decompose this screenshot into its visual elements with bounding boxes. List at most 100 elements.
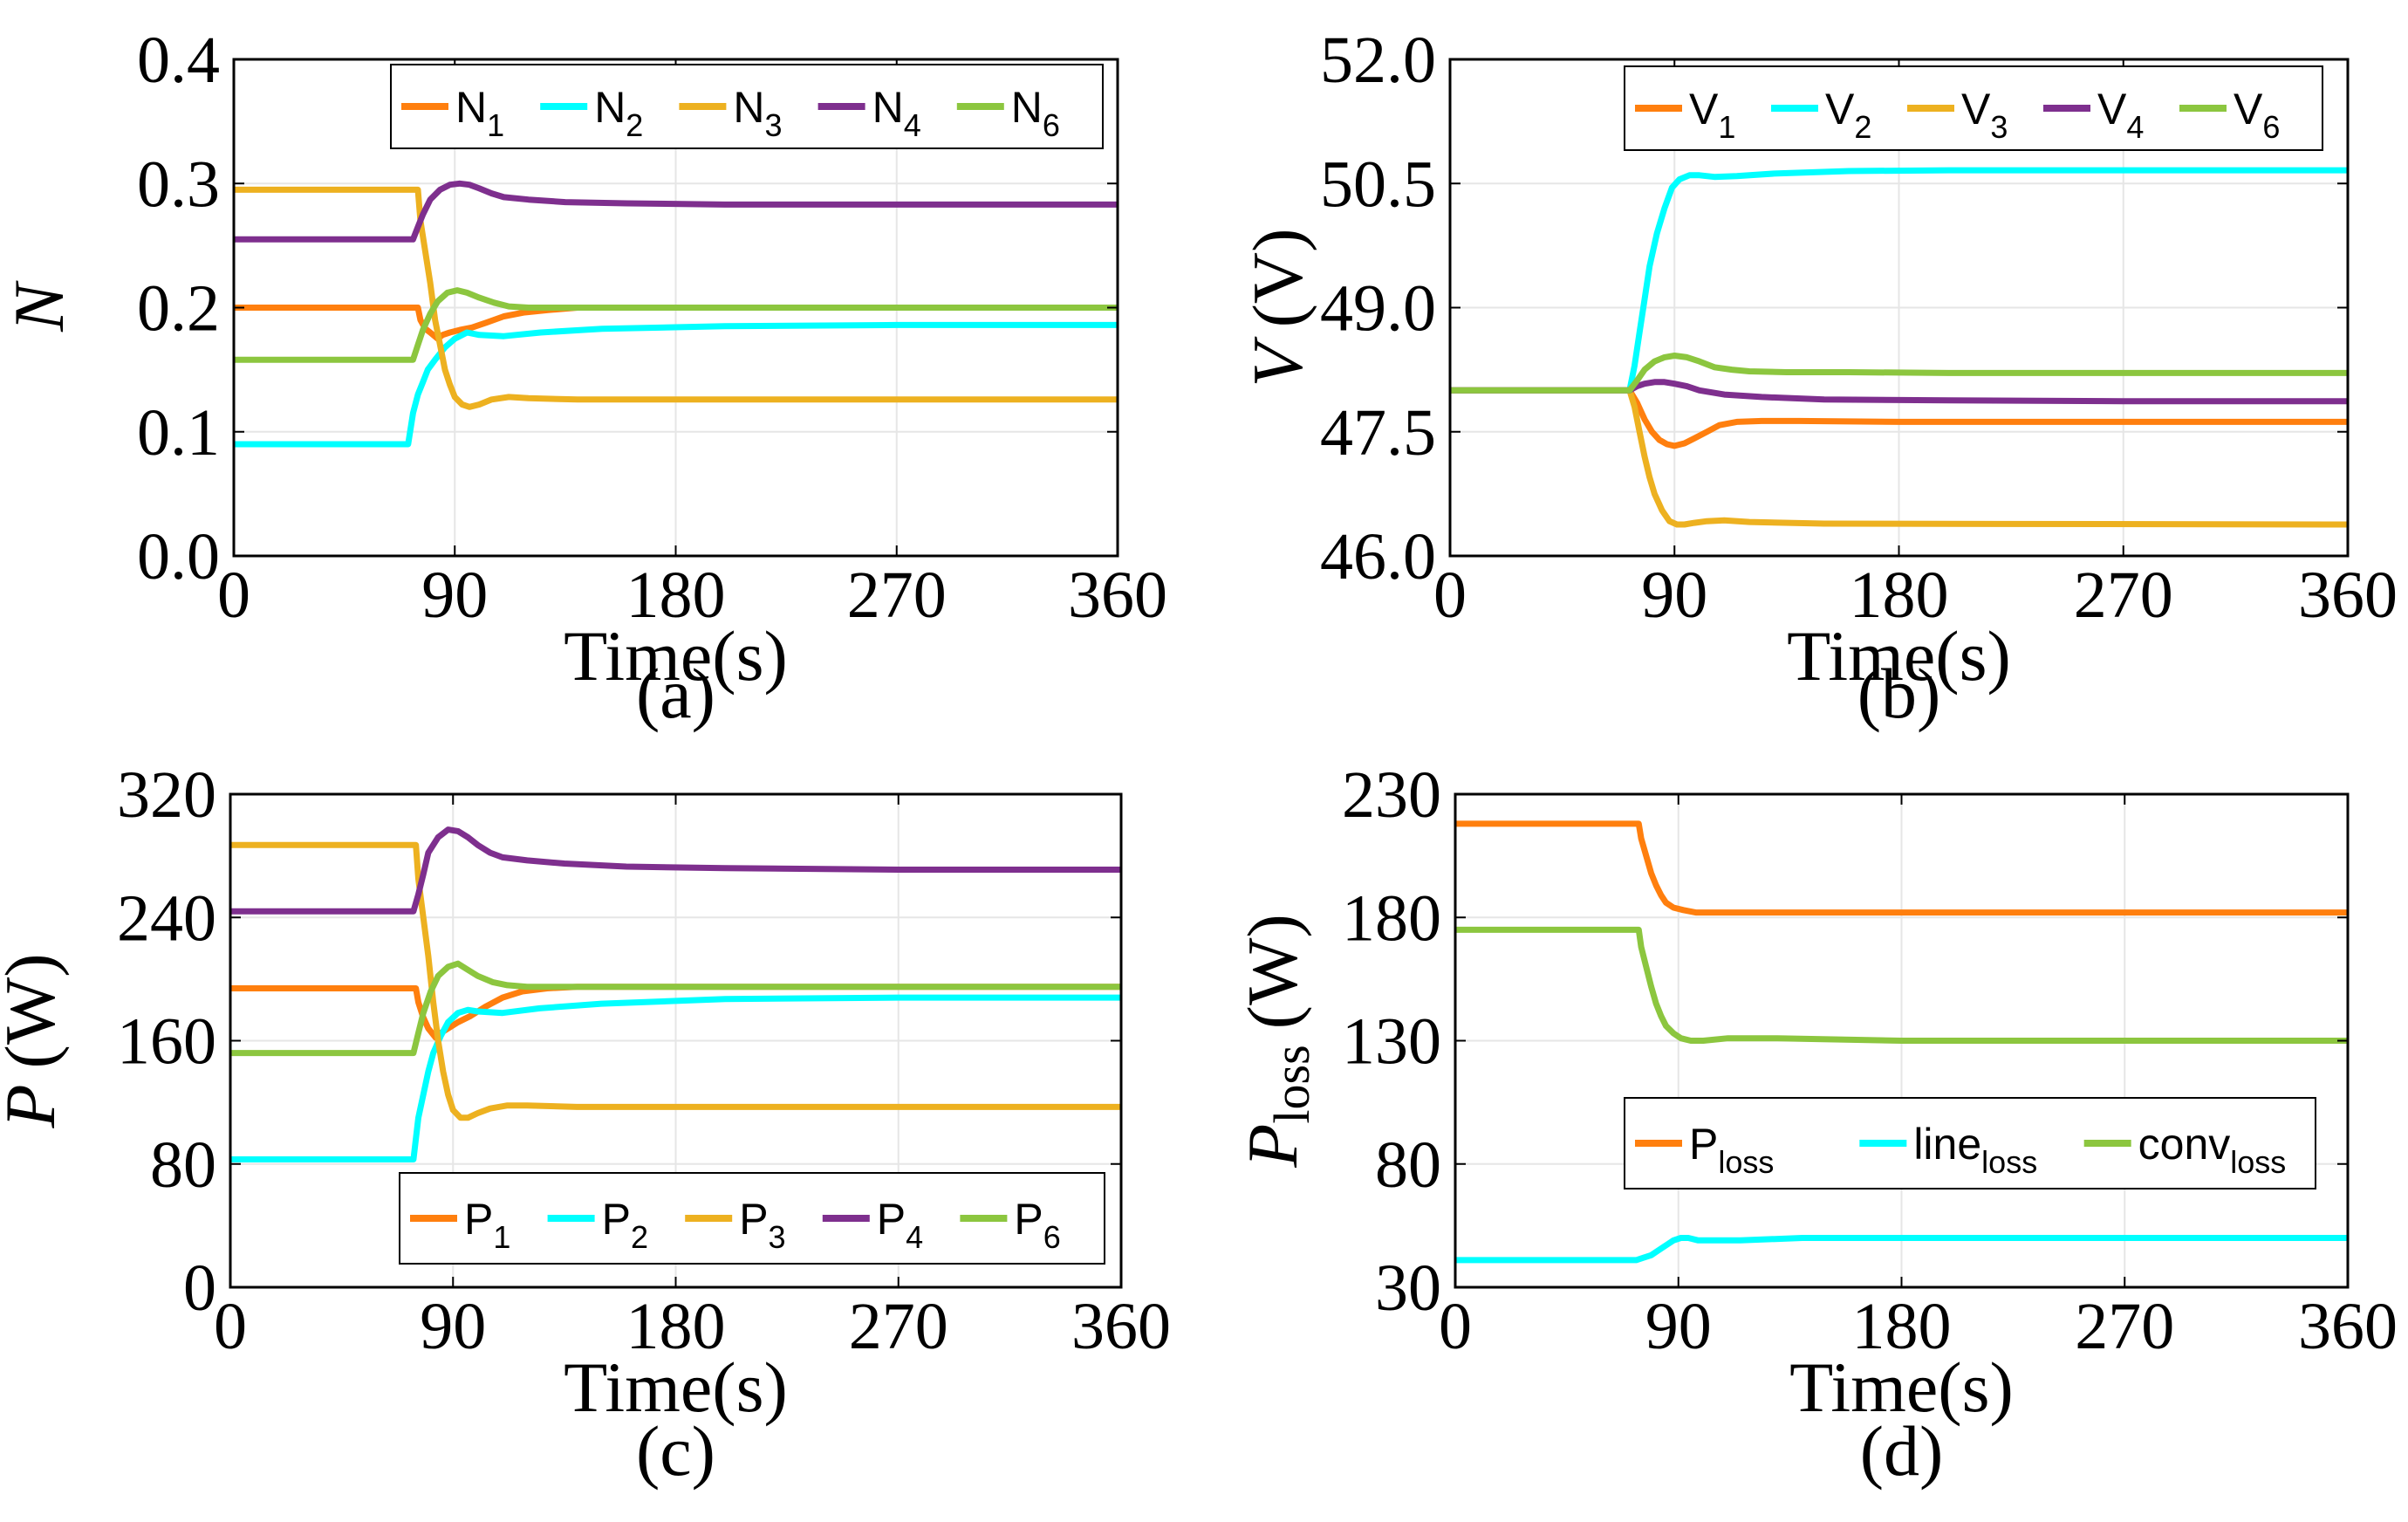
legend-label: lineloss: [1913, 1120, 2037, 1180]
legend: Ploss lineloss convloss: [1624, 1097, 2316, 1189]
series-line-P-6: [230, 960, 1121, 1057]
y-tick-label: 0.3: [137, 147, 220, 221]
legend-label-name: P: [464, 1195, 493, 1244]
legend-label-name: N: [733, 83, 764, 132]
series-line-P-1: [230, 984, 1121, 1041]
legend-label: P2: [602, 1195, 648, 1255]
legend-label: P3: [739, 1195, 785, 1255]
legend-label-subscript: 6: [2262, 109, 2280, 145]
y-tick-label: 47.5: [1320, 396, 1436, 470]
x-tick-label: 180: [1850, 559, 1949, 632]
y-tick-label: 230: [1342, 758, 1441, 832]
x-tick-label: 270: [2074, 559, 2173, 632]
series-line-N-6: [234, 287, 1118, 363]
y-tick-label: 160: [117, 1005, 216, 1079]
panel-caption: (d): [1860, 1411, 1944, 1491]
panel-a: 0 90 180 270 3600.00.10.20.30.4Time(s)N(a)N1…: [0, 24, 1167, 733]
legend-label: V2: [1825, 85, 1871, 145]
panel-caption: (a): [636, 654, 715, 733]
legend-label-subscript: 6: [1043, 107, 1060, 143]
y-axis-title-symbol: P: [0, 1084, 70, 1128]
legend-label: V4: [2097, 85, 2144, 145]
legend-label: N3: [733, 83, 782, 143]
legend-label: N6: [1011, 83, 1060, 143]
legend-label-subscript: 6: [1043, 1219, 1061, 1255]
y-axis-title: P (W): [0, 953, 70, 1128]
x-tick-label: 0: [217, 559, 250, 632]
legend-label-subscript: loss: [1718, 1144, 1774, 1180]
legend-label: P4: [877, 1195, 923, 1255]
legend-label-name: P: [1014, 1195, 1043, 1244]
y-axis-title: Ploss (W): [1233, 914, 1320, 1168]
legend-label-name: P: [1689, 1120, 1718, 1169]
y-tick-label: 46.0: [1320, 520, 1436, 593]
legend-label-name: V: [2234, 85, 2263, 134]
panel-caption: (b): [1857, 654, 1941, 733]
y-tick-label: 240: [117, 881, 216, 955]
x-tick-label: 180: [626, 559, 726, 632]
legend: V1 V2 V3 V4 V6: [1624, 65, 2323, 151]
legend-label: Ploss: [1689, 1120, 1774, 1180]
legend-label-name: V: [1961, 85, 1991, 134]
legend-label: N4: [872, 83, 921, 143]
legend: N1 N2 N3 N4 N6: [390, 64, 1104, 149]
series-line-V-2: [1450, 167, 2348, 394]
y-tick-label: 320: [117, 758, 216, 832]
legend-label-name: N: [455, 83, 487, 132]
x-tick-label: 90: [421, 559, 488, 632]
legend-label-subscript: 2: [626, 107, 643, 143]
legend-label-subscript: loss: [1981, 1144, 2037, 1180]
legend-label-name: N: [1011, 83, 1043, 132]
legend-label-subscript: loss: [2230, 1144, 2286, 1180]
y-tick-label: 0.1: [137, 396, 220, 470]
y-axis-title: N: [0, 280, 79, 333]
legend-label: N2: [594, 83, 643, 143]
series-line-P-loss: [1455, 820, 2348, 916]
y-tick-label: 80: [150, 1128, 216, 1202]
x-tick-label: 360: [1071, 1290, 1171, 1363]
x-tick-label: 180: [1852, 1290, 1952, 1363]
legend-label-subscript: 1: [487, 107, 504, 143]
legend-label: P6: [1014, 1195, 1060, 1255]
legend-label-name: N: [594, 83, 626, 132]
legend-label-name: N: [872, 83, 904, 132]
x-tick-label: 360: [2298, 1290, 2398, 1363]
series-line-P-3: [230, 841, 1121, 1121]
y-tick-label: 0: [183, 1251, 216, 1325]
legend-label-name: line: [1913, 1120, 1981, 1169]
x-tick-label: 90: [420, 1290, 486, 1363]
legend-label-subscript: 2: [631, 1219, 648, 1255]
legend-label-name: V: [1689, 85, 1719, 134]
series-line-V-4: [1450, 379, 2348, 405]
legend-label: V6: [2234, 85, 2280, 145]
x-tick-label: 270: [849, 1290, 948, 1363]
legend-label: V3: [1961, 85, 2008, 145]
legend-label-name: V: [1825, 85, 1855, 134]
legend-label-name: P: [602, 1195, 631, 1244]
y-tick-label: 80: [1375, 1128, 1441, 1202]
x-tick-label: 0: [1439, 1290, 1472, 1363]
legend-label: V1: [1689, 85, 1735, 145]
series-line-P-2: [230, 994, 1121, 1162]
legend-label: P1: [464, 1195, 510, 1255]
y-tick-label: 0.0: [137, 520, 220, 593]
x-tick-label: 0: [214, 1290, 247, 1363]
y-axis-title: V (V): [1238, 229, 1317, 387]
x-tick-label: 270: [847, 559, 947, 632]
series-line-V-3: [1450, 387, 2349, 528]
y-tick-label: 52.0: [1320, 24, 1436, 97]
y-axis-title-unit: (W): [0, 953, 70, 1068]
y-tick-label: 50.5: [1320, 147, 1436, 221]
legend-label-subscript: 4: [904, 107, 921, 143]
y-axis-title-unit: (V): [1238, 229, 1317, 328]
y-tick-label: 30: [1375, 1251, 1441, 1325]
x-tick-label: 360: [2298, 559, 2398, 632]
y-tick-label: 49.0: [1320, 272, 1436, 346]
panel-caption: (c): [636, 1411, 715, 1491]
legend: P1 P2 P3 P4 P6: [399, 1172, 1105, 1265]
y-axis-title-symbol: N: [0, 280, 79, 333]
x-axis-title: Time(s): [564, 616, 788, 696]
y-axis-title-subscript: loss: [1263, 1045, 1320, 1123]
x-axis-title: Time(s): [564, 1347, 788, 1427]
